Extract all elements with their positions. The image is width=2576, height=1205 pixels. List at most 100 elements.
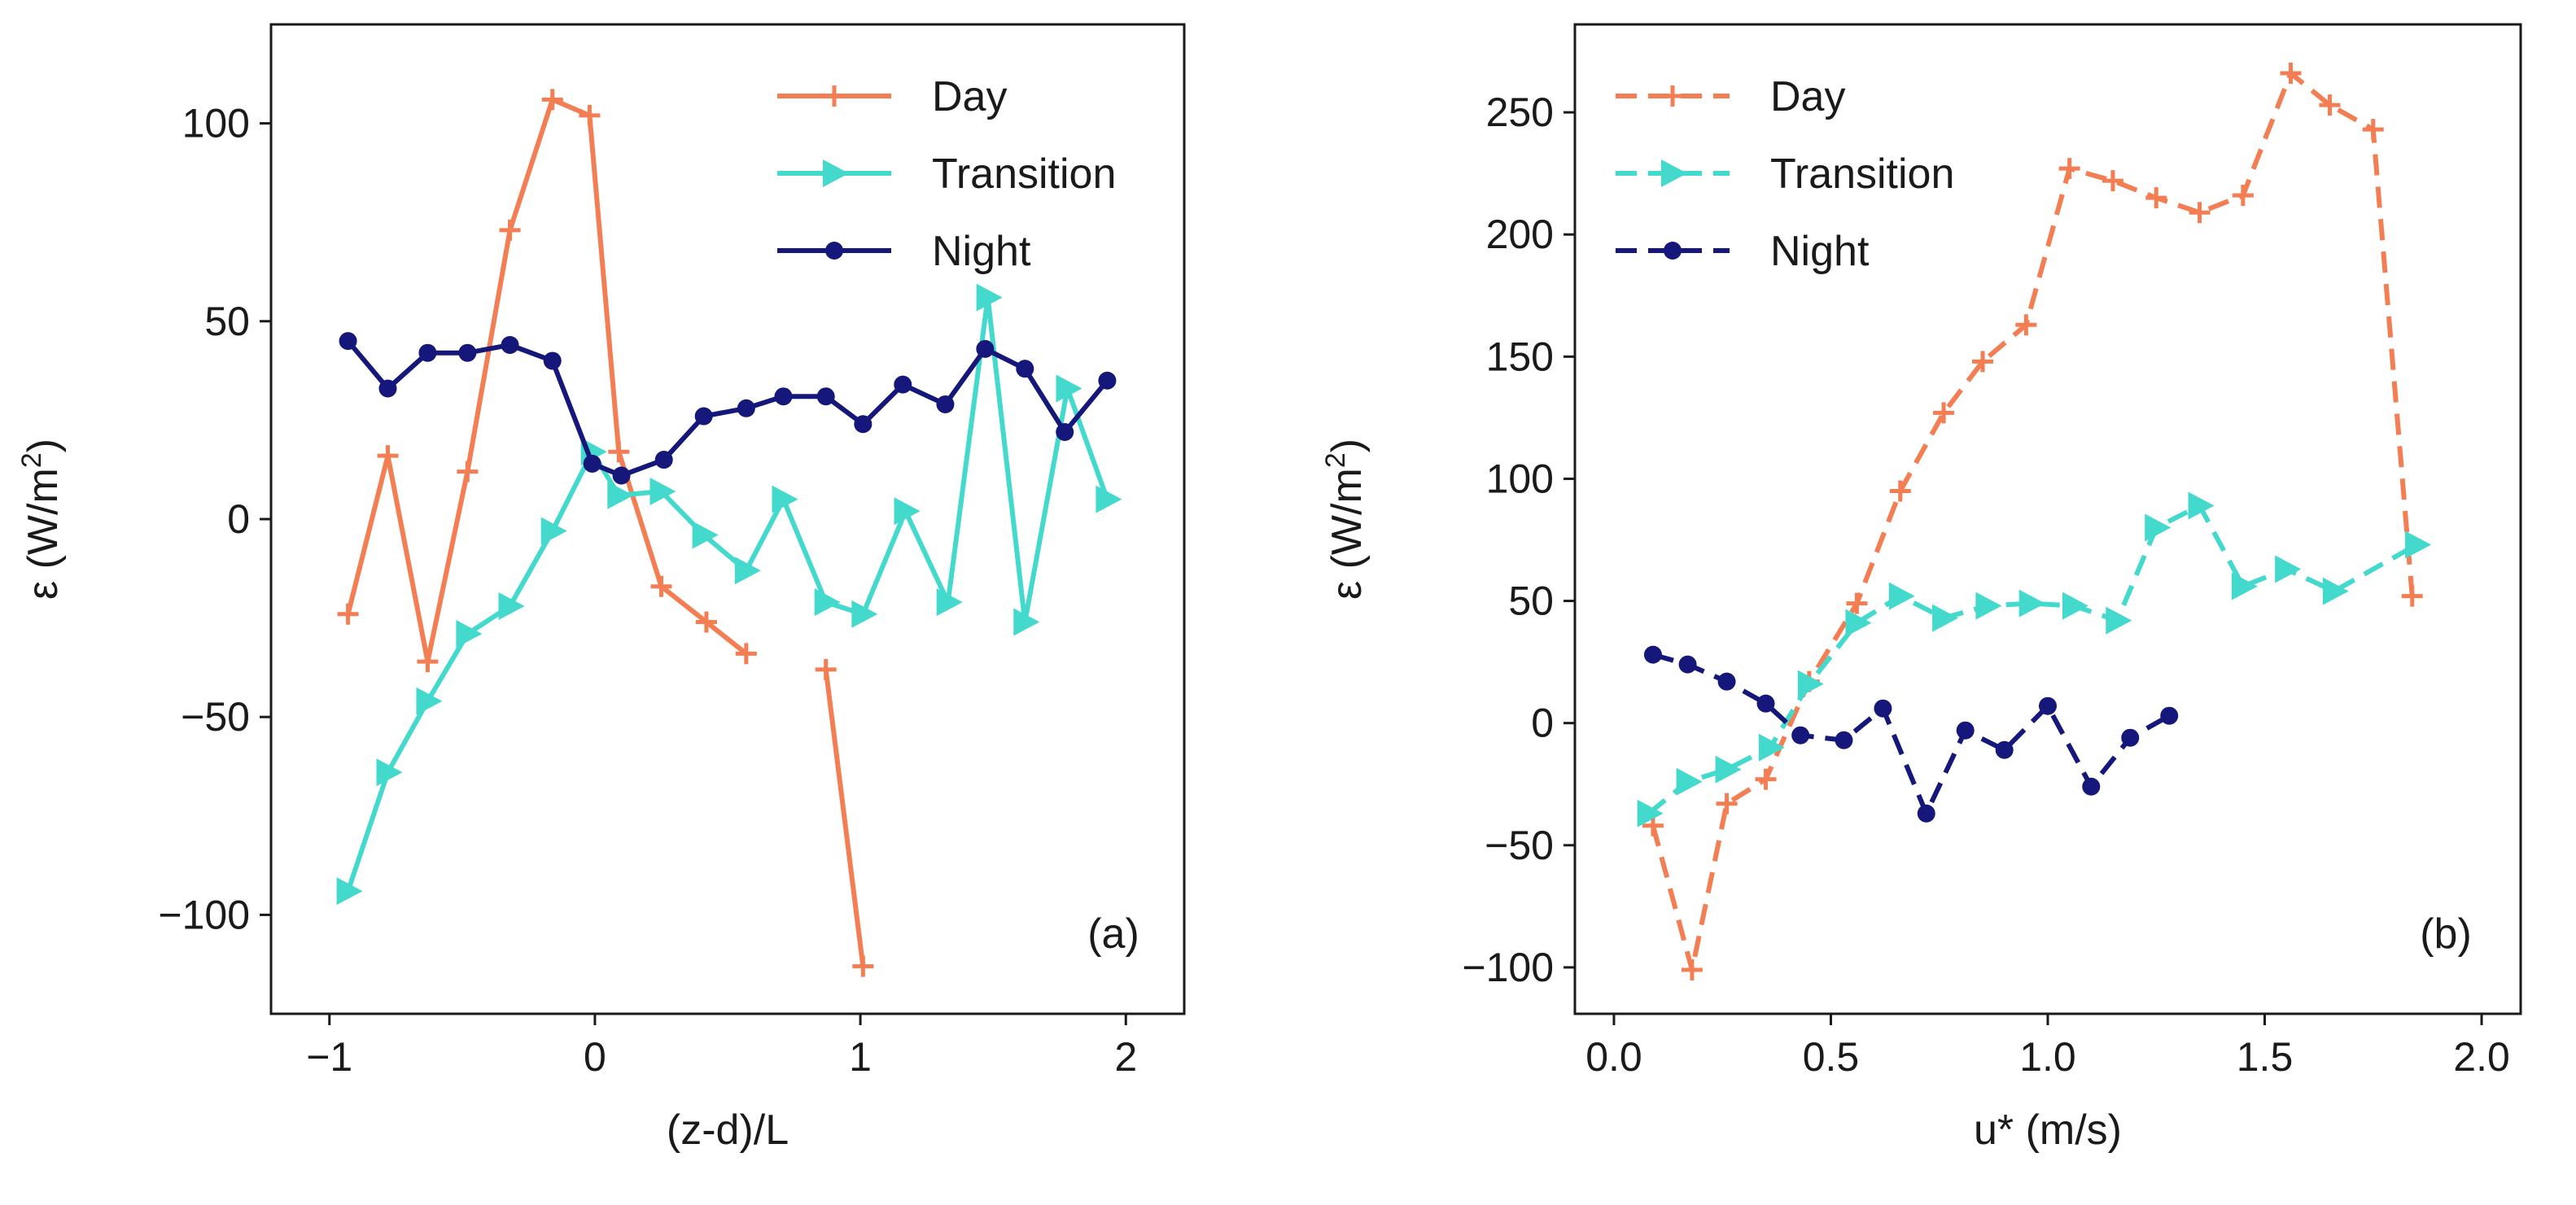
panel-b-x-tick-label: 0.0 [1585, 1034, 1642, 1080]
panel-b-transition-point [1637, 799, 1664, 827]
panel-a-night-point [737, 399, 755, 417]
panel-a-transition-point [649, 477, 676, 505]
panel-a-legend-marker-night [825, 242, 843, 260]
panel-a-day-point [457, 461, 479, 482]
panel-b-plot-area [1637, 63, 2432, 980]
panel-a-y-tick-label: 0 [227, 496, 250, 542]
panel-b-transition-point [2145, 513, 2171, 542]
panel-b-day-point [1681, 958, 1703, 980]
panel-a-day-point [608, 441, 630, 463]
panel-b-day-point [2362, 119, 2384, 141]
panel-b-transition-point [2275, 555, 2302, 583]
panel-a-night-point [1016, 360, 1034, 378]
panel-a-transition-point [376, 758, 403, 787]
panel-a-night-point [654, 451, 673, 469]
panel-b-legend-label-night: Night [1770, 228, 1870, 275]
panel-b-series-day [1642, 63, 2423, 980]
panel-a-night-point [583, 454, 601, 473]
panel-a-series-night [339, 332, 1117, 485]
panel-a-night-point [339, 332, 357, 351]
panel-a-series-day [337, 89, 874, 977]
panel-b-day-point [1846, 592, 1868, 614]
panel-b-night-point [1717, 672, 1736, 691]
panel-a-day-point [579, 104, 601, 126]
panel-b-day-point [2189, 202, 2211, 224]
panel-b-transition-point [2062, 592, 2088, 620]
panel-a-transition-point [894, 497, 921, 526]
panel-b-transition-point [1888, 582, 1915, 610]
panel-a-day-line [823, 669, 866, 967]
panel-a-x-tick-label: 0 [584, 1034, 606, 1080]
panel-b-night-point [2082, 777, 2101, 796]
panel-b-night-point [1791, 726, 1810, 744]
panel-a-legend-label-night: Night [932, 228, 1031, 275]
panel-a-series-transition [336, 283, 1122, 906]
panel-a-transition-point [607, 481, 634, 509]
panel-a-night-point [816, 387, 835, 406]
panel-a-transition-point [336, 877, 363, 906]
panel-b-x-tick-label: 1.0 [2019, 1034, 2076, 1080]
panel-a-y-axis-label: ε (W/m2) [16, 439, 67, 600]
panel-a-night-point [894, 375, 912, 394]
panel-a-transition-point [1013, 608, 1040, 636]
panel-b-x-tick-label: 1.5 [2237, 1034, 2294, 1080]
panel-b-transition-point [1715, 755, 1742, 784]
panel-b-night-point [1917, 804, 1935, 823]
panel-b-transition-point [2018, 589, 2045, 618]
panel-a-day-point [852, 955, 874, 977]
panel-a-night-point [936, 395, 955, 413]
panel-a-day-point [337, 603, 359, 625]
panel-a-legend: Day Transition Night [777, 73, 1116, 275]
panel-a-legend-label-day: Day [932, 73, 1007, 120]
panel-a-day-point [735, 643, 757, 665]
panel-b-legend-marker-day [1662, 85, 1683, 107]
panel-b-x-tick-label: 2.0 [2453, 1034, 2510, 1080]
panel-a-legend-marker-day [824, 85, 845, 107]
panel-a-transition-point [416, 687, 443, 715]
panel-b-day-point [2280, 63, 2302, 85]
panel-b-x-axis-label: u* (m/s) [1974, 1107, 2122, 1154]
panel-a-night-point [774, 387, 793, 406]
panel-a-day-line [345, 97, 748, 665]
panel-a-transition-point [734, 557, 761, 585]
panel-a-night-point [458, 343, 477, 362]
panel-a-x-tick-label: 1 [849, 1034, 872, 1080]
panel-b-night-point [2039, 696, 2057, 715]
panel-b-day-point [2319, 94, 2341, 116]
panel-b-transition-line [1647, 503, 2418, 816]
panel-b-y-tick-label: −100 [1462, 945, 1554, 990]
panel-b-night-point [1835, 731, 1853, 749]
panel-b-chart: 0.0 0.5 1.0 1.5 2.0 −100 −50 0 50 100 150 200 250 u* … [1320, 23, 2522, 1154]
panel-b-transition-point [2106, 606, 2132, 635]
panel-a-night-point [501, 335, 519, 354]
panel-b-night-point [1756, 694, 1775, 713]
panel-b-legend-marker-night [1664, 242, 1682, 260]
panel-a-panel-label: (a) [1087, 910, 1139, 958]
panel-b-transition-point [2405, 530, 2432, 559]
panel-a-transition-point [456, 620, 483, 648]
panel-b-series-transition [1637, 491, 2432, 827]
panel-a-legend-marker-transition [823, 159, 849, 187]
panel-a-day-point [499, 219, 521, 241]
panel-a-day-point [650, 575, 672, 597]
panel-b-transition-point [1975, 592, 2002, 620]
panel-b-day-line [1651, 71, 2415, 972]
panel-b-transition-point [1676, 767, 1703, 796]
panel-b-y-tick-label: 50 [1508, 578, 1554, 624]
panel-b-day-point [1933, 402, 1955, 424]
panel-b-transition-point [2231, 572, 2258, 600]
panel-a-chart: −1 0 1 2 −100 −50 0 50 100 (z-d)/L ε (W/m2) Day Tran… [16, 23, 1186, 1154]
panel-b-day-point [2058, 158, 2080, 180]
panel-a-night-point [378, 379, 397, 398]
panel-a-night-point [418, 343, 437, 362]
panel-b-transition-point [2322, 577, 2349, 605]
panel-a-night-point [976, 339, 995, 358]
panel-a-y-tick-label: 50 [204, 299, 250, 344]
panel-a-day-point [541, 89, 563, 111]
panel-a-y-tick-label: −100 [158, 892, 250, 937]
panel-b-legend: Day Transition Night [1616, 73, 1954, 275]
panel-b-transition-point [2188, 491, 2215, 520]
panel-a-night-point [612, 466, 631, 485]
panel-b-y-tick-label: 100 [1486, 456, 1554, 501]
panel-a-legend-label-transition: Transition [932, 151, 1116, 198]
